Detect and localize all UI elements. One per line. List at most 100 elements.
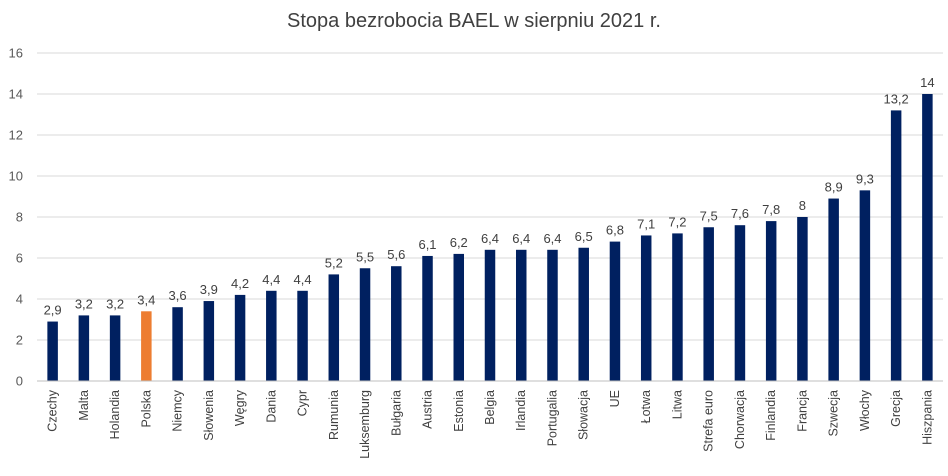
- category-label: Holandia: [108, 390, 122, 439]
- category-label: Chorwacja: [733, 390, 747, 449]
- category-label: Łotwa: [639, 390, 653, 423]
- bar: [172, 307, 183, 381]
- bar: [328, 274, 340, 381]
- bars: [47, 94, 933, 382]
- bar: [922, 94, 933, 381]
- category-label: Bułgaria: [389, 390, 403, 436]
- data-label: 3,6: [169, 288, 187, 303]
- data-label: 6,5: [575, 229, 593, 244]
- bar: [234, 294, 246, 381]
- data-label: 5,2: [325, 255, 343, 270]
- data-label: 14: [920, 75, 934, 90]
- bar: [765, 221, 777, 381]
- bar: [672, 233, 683, 381]
- bar: [609, 241, 621, 381]
- bar: [453, 253, 465, 381]
- chart-title: Stopa bezrobocia BAEL w sierpniu 2021 r.: [287, 10, 661, 32]
- data-label: 6,2: [450, 235, 468, 250]
- y-tick-label: 16: [9, 46, 23, 61]
- data-label: 4,2: [231, 276, 249, 291]
- category-label: Strefa euro: [702, 390, 716, 452]
- category-label: Estonia: [452, 390, 466, 432]
- category-label: Dania: [264, 390, 278, 423]
- bar: [703, 227, 714, 381]
- bar: [484, 249, 496, 381]
- y-tick-label: 8: [16, 210, 23, 225]
- category-label: Szwecja: [827, 390, 841, 437]
- bar: [515, 249, 527, 381]
- category-label: Malta: [77, 390, 91, 421]
- category-label: Słowacja: [577, 390, 591, 440]
- data-label: 9,3: [856, 171, 874, 186]
- bar: [359, 268, 371, 381]
- bar: [141, 311, 152, 381]
- data-label: 5,6: [387, 247, 405, 262]
- category-label: Niemcy: [171, 389, 185, 431]
- data-label: 8: [799, 198, 806, 213]
- data-label: 6,4: [481, 231, 499, 246]
- y-tick-label: 6: [16, 251, 23, 266]
- data-label: 6,1: [418, 237, 436, 252]
- category-label: Francja: [795, 390, 809, 432]
- bar: [391, 266, 402, 381]
- bar: [109, 315, 121, 381]
- data-label: 6,8: [606, 223, 624, 238]
- data-label: 3,2: [106, 296, 124, 311]
- bar: [797, 217, 808, 381]
- category-label: Grecja: [889, 390, 903, 427]
- bar: [297, 290, 308, 381]
- data-label: 7,2: [668, 214, 686, 229]
- data-label: 3,4: [137, 292, 155, 307]
- category-label: Luksemburg: [358, 390, 372, 459]
- category-label: Finlandia: [764, 390, 778, 441]
- data-label: 8,9: [825, 180, 843, 195]
- bar: [734, 225, 746, 381]
- data-label: 3,9: [200, 282, 218, 297]
- x-axis: Czechy Malta Holandia Polska Niemcy Słowenia W…: [37, 380, 943, 459]
- data-label: 13,2: [883, 91, 908, 106]
- category-label: Rumunia: [327, 390, 341, 440]
- bar: [828, 198, 839, 381]
- category-label: Irlandia: [514, 390, 528, 431]
- bar: [640, 235, 652, 381]
- data-labels: 2,9 3,2 3,2 3,4 3,6 3,9 4,2 4,4 4,4 5,2 5,5 5,6 6,1 6…: [44, 75, 935, 318]
- data-label: 6,4: [512, 231, 530, 246]
- y-tick-label: 4: [16, 292, 23, 307]
- y-tick-label: 10: [9, 169, 23, 184]
- category-label: Cypr: [296, 390, 310, 416]
- data-label: 6,4: [543, 231, 561, 246]
- data-label: 3,2: [75, 296, 93, 311]
- y-tick-label: 0: [16, 374, 23, 389]
- category-label: UE: [608, 390, 622, 407]
- bar: [578, 247, 589, 381]
- data-label: 4,4: [262, 272, 280, 287]
- data-label: 7,8: [762, 202, 780, 217]
- category-label: Czechy: [46, 389, 60, 431]
- category-label: Słowenia: [202, 390, 216, 441]
- bar: [203, 301, 215, 381]
- bar: [547, 249, 558, 381]
- y-tick-label: 2: [16, 333, 23, 348]
- bar: [47, 321, 58, 381]
- category-label: Portugalia: [545, 390, 559, 446]
- y-tick-label: 12: [9, 128, 23, 143]
- bar: [890, 110, 902, 382]
- y-axis: 0 2 4 6 8 10 12 14 16: [9, 46, 23, 389]
- category-label: Austria: [421, 390, 435, 429]
- bar: [859, 190, 871, 381]
- data-label: 7,6: [731, 206, 749, 221]
- category-label: Węgry: [233, 389, 247, 426]
- category-label: Polska: [139, 390, 153, 428]
- data-label: 2,9: [44, 303, 62, 318]
- bar: [266, 290, 277, 381]
- bar: [78, 315, 90, 381]
- category-label: Hiszpania: [920, 390, 934, 445]
- category-label: Włochy: [858, 389, 872, 431]
- y-tick-label: 14: [9, 87, 23, 102]
- data-label: 7,1: [637, 216, 655, 231]
- category-label: Litwa: [670, 390, 684, 419]
- bar: [422, 255, 433, 381]
- category-label: Belgia: [483, 390, 497, 425]
